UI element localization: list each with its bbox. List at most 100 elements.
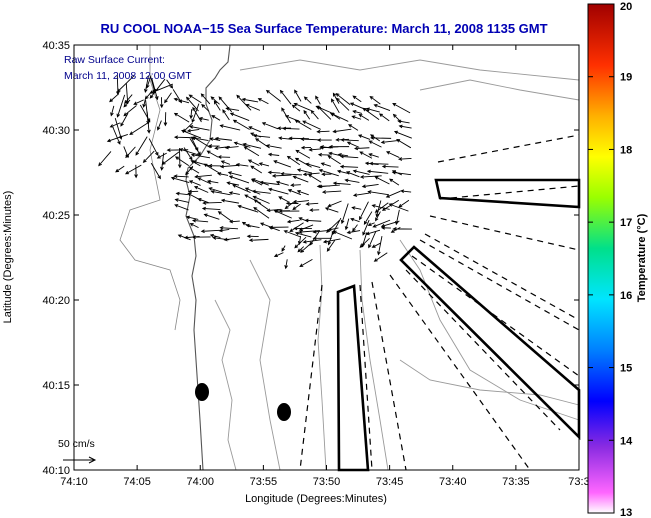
current-arrow	[183, 147, 193, 161]
x-tick-label: 74:00	[186, 476, 214, 488]
current-arrow	[114, 117, 123, 140]
current-arrow	[273, 209, 292, 219]
current-arrow	[189, 109, 193, 120]
current-arrow	[362, 107, 380, 120]
current-arrow	[268, 187, 289, 195]
current-arrow	[385, 151, 400, 158]
current-arrow	[251, 189, 271, 194]
current-arrow	[291, 104, 301, 112]
current-arrow	[267, 152, 280, 157]
colorbar-tick-label: 13	[620, 507, 632, 518]
current-arrow	[219, 124, 241, 131]
current-arrow	[197, 177, 212, 185]
current-arrow	[368, 153, 379, 158]
current-arrow	[241, 97, 259, 103]
current-arrow	[327, 155, 341, 165]
current-arrow	[259, 180, 280, 186]
current-arrow	[175, 191, 189, 196]
current-arrow	[197, 198, 209, 204]
colorbar	[587, 3, 615, 514]
current-arrow	[317, 152, 330, 157]
current-arrow	[202, 201, 222, 205]
current-arrow	[265, 144, 282, 149]
current-arrow	[352, 224, 358, 232]
current-arrow	[229, 112, 250, 121]
current-arrow	[392, 103, 411, 114]
current-arrow	[371, 204, 390, 210]
current-arrow	[120, 112, 129, 127]
current-arrow	[145, 100, 150, 125]
current-arrow	[346, 230, 361, 235]
y-axis: 40:35 40:30 40:25 40:20 40:15 40:10	[42, 40, 579, 477]
current-arrow	[400, 189, 412, 194]
current-arrow	[282, 126, 300, 131]
current-arrow	[129, 122, 149, 135]
current-arrow	[308, 147, 322, 152]
current-arrow	[292, 175, 309, 183]
x-tick-label: 74:05	[123, 476, 151, 488]
current-arrow	[148, 138, 159, 157]
current-arrow	[182, 122, 193, 133]
current-arrow	[304, 218, 322, 223]
current-arrow	[392, 227, 412, 231]
current-arrow	[351, 115, 362, 120]
colorbar-tick-label: 17	[620, 217, 632, 229]
current-arrow	[115, 165, 125, 173]
current-arrow	[369, 95, 381, 105]
bathymetry-contours	[214, 59, 580, 471]
current-arrow	[288, 136, 309, 141]
current-arrow	[222, 109, 230, 121]
current-arrow	[321, 172, 332, 177]
current-arrow	[191, 235, 211, 239]
current-arrow	[245, 103, 261, 111]
current-arrow	[232, 184, 251, 193]
colorbar-tick-label: 19	[620, 72, 632, 84]
current-arrow	[389, 178, 400, 186]
current-arrow	[289, 222, 304, 233]
current-arrow	[206, 150, 219, 158]
current-arrow	[298, 224, 314, 231]
current-arrow	[320, 162, 331, 167]
current-arrow	[242, 142, 262, 149]
current-arrow	[294, 119, 312, 130]
radial-line	[371, 281, 407, 471]
current-arrow	[346, 141, 360, 148]
current-arrow	[290, 183, 301, 188]
current-arrow	[201, 103, 210, 112]
current-arrow	[297, 246, 305, 253]
current-arrow	[144, 75, 149, 93]
depth-contour	[317, 244, 327, 471]
current-arrow	[354, 146, 370, 151]
depth-contour	[419, 79, 580, 101]
radial-line	[405, 269, 561, 431]
current-arrow	[233, 141, 251, 148]
current-arrow	[134, 164, 138, 179]
current-arrow	[273, 160, 291, 168]
current-arrow	[294, 236, 307, 249]
current-arrow	[210, 96, 220, 105]
current-arrow	[340, 203, 349, 225]
scale-label: 50 cm/s	[58, 438, 95, 450]
current-arrow	[217, 172, 229, 176]
current-arrow	[367, 190, 389, 196]
current-arrow	[322, 238, 341, 244]
current-arrow	[326, 240, 336, 252]
plot-area: Raw Surface Current: March 11, 2008 12:0…	[58, 44, 581, 472]
x-tick-label: 73:35	[502, 476, 530, 488]
current-arrow	[368, 231, 377, 249]
current-arrow	[305, 162, 321, 168]
current-arrow	[315, 95, 321, 105]
depth-contour	[399, 239, 580, 421]
colorbar-tick-label: 15	[620, 363, 632, 375]
colorbar-ticks: 20 19 18 17 16 15 14 13	[588, 1, 633, 518]
current-arrow	[378, 113, 390, 122]
current-arrow	[208, 163, 221, 168]
current-arrow	[261, 122, 279, 130]
current-arrow	[142, 150, 155, 164]
current-arrow	[123, 105, 137, 117]
current-arrow	[381, 164, 399, 169]
radial-line	[299, 284, 323, 471]
current-arrow	[348, 124, 359, 131]
current-arrow	[266, 208, 282, 213]
station-marker-2	[277, 403, 291, 421]
